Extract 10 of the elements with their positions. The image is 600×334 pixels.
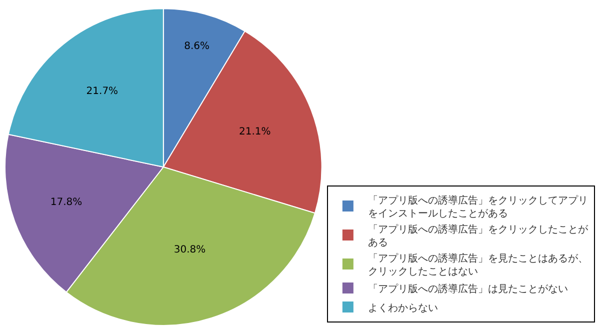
- data-label: 17.8%: [50, 197, 82, 208]
- data-label: 30.8%: [174, 244, 206, 256]
- legend-label: よくわからない: [368, 302, 438, 314]
- legend-label: 「アプリ版への誘導広告」を見たことはあるが、クリックしたことはない: [368, 252, 588, 278]
- legend-label: 「アプリ版への誘導広告」をクリックしてアプリをインストールしたことがある: [368, 194, 588, 220]
- data-label: 8.6%: [184, 41, 210, 52]
- data-label: 21.7%: [86, 86, 118, 98]
- legend-label: 「アプリ版への誘導広告」をクリックしたことがある: [368, 223, 589, 248]
- legend-label: 「アプリ版への誘導広告」は見たことがない: [368, 282, 568, 295]
- data-label: 21.1%: [239, 126, 271, 138]
